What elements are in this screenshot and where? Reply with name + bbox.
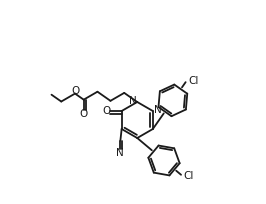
Text: O: O [102, 106, 111, 116]
Text: O: O [72, 86, 80, 96]
Text: Cl: Cl [184, 171, 194, 181]
Text: N: N [153, 105, 161, 115]
Text: O: O [80, 109, 88, 119]
Text: N: N [129, 96, 136, 106]
Text: N: N [117, 147, 124, 157]
Text: Cl: Cl [188, 76, 199, 86]
